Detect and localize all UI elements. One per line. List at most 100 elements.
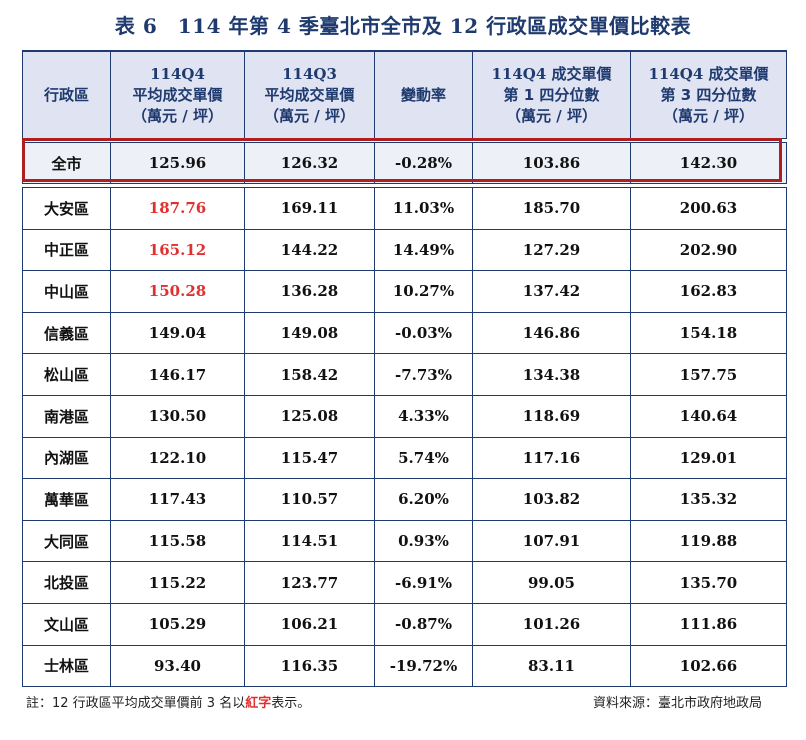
q1-quartile: 137.42 bbox=[472, 270, 631, 313]
change-rate: 0.93% bbox=[374, 519, 473, 563]
table-row: 南港區 130.50 125.08 4.33% 118.69 140.64 bbox=[22, 394, 787, 438]
district-name: 萬華區 bbox=[22, 478, 111, 521]
q4-avg-price: 165.12 bbox=[110, 228, 245, 272]
change-rate: -0.87% bbox=[374, 602, 473, 646]
table-row: 萬華區 117.43 110.57 6.20% 103.82 135.32 bbox=[22, 478, 787, 521]
q1-quartile: 83.11 bbox=[472, 644, 631, 688]
q3-avg-price: 106.21 bbox=[244, 602, 375, 646]
q1-quartile: 107.91 bbox=[472, 519, 631, 563]
q1-quartile: 146.86 bbox=[472, 311, 631, 355]
header-change-rate: 變動率 bbox=[374, 50, 473, 139]
district-name: 大安區 bbox=[22, 187, 111, 230]
footnote-emphasis: 紅字 bbox=[245, 696, 272, 711]
q3-quartile: 157.75 bbox=[630, 353, 787, 396]
district-name: 全市 bbox=[22, 142, 111, 184]
table-row: 信義區 149.04 149.08 -0.03% 146.86 154.18 bbox=[22, 311, 787, 355]
q3-avg-price: 123.77 bbox=[244, 561, 375, 604]
district-name: 南港區 bbox=[22, 394, 111, 438]
q3-avg-price: 169.11 bbox=[244, 187, 375, 230]
q4-avg-price: 117.43 bbox=[110, 478, 245, 521]
q1-quartile: 103.86 bbox=[472, 142, 631, 184]
table-title: 表 6 114 年第 4 季臺北市全市及 12 行政區成交單價比較表 bbox=[114, 14, 692, 38]
q3-quartile: 135.32 bbox=[630, 478, 787, 521]
district-name: 北投區 bbox=[22, 561, 111, 604]
table-row: 中正區 165.12 144.22 14.49% 127.29 202.90 bbox=[22, 228, 787, 272]
q3-quartile: 111.86 bbox=[630, 602, 787, 646]
q3-avg-price: 115.47 bbox=[244, 436, 375, 480]
q4-avg-price: 146.17 bbox=[110, 353, 245, 396]
q4-avg-price: 122.10 bbox=[110, 436, 245, 480]
header-district: 行政區 bbox=[22, 50, 111, 139]
q4-avg-price: 149.04 bbox=[110, 311, 245, 355]
q3-quartile: 142.30 bbox=[630, 142, 787, 184]
q3-avg-price: 158.42 bbox=[244, 353, 375, 396]
q3-quartile: 140.64 bbox=[630, 394, 787, 438]
q4-avg-price: 93.40 bbox=[110, 644, 245, 688]
q4-avg-price: 115.22 bbox=[110, 561, 245, 604]
q1-quartile: 99.05 bbox=[472, 561, 631, 604]
q4-avg-price: 115.58 bbox=[110, 519, 245, 563]
price-comparison-table: 行政區 114Q4 平均成交單價 （萬元 / 坪） 114Q3 平均成交單價 （… bbox=[22, 50, 787, 688]
q3-avg-price: 114.51 bbox=[244, 519, 375, 563]
table-row: 內湖區 122.10 115.47 5.74% 117.16 129.01 bbox=[22, 436, 787, 480]
change-rate: 11.03% bbox=[374, 187, 473, 230]
q4-avg-price: 187.76 bbox=[110, 187, 245, 230]
change-rate: -7.73% bbox=[374, 353, 473, 396]
q3-avg-price: 110.57 bbox=[244, 478, 375, 521]
district-name: 文山區 bbox=[22, 602, 111, 646]
table-row: 大安區 187.76 169.11 11.03% 185.70 200.63 bbox=[22, 187, 787, 230]
table-row: 松山區 146.17 158.42 -7.73% 134.38 157.75 bbox=[22, 353, 787, 396]
district-name: 松山區 bbox=[22, 353, 111, 396]
header-q1-quartile: 114Q4 成交單價 第 1 四分位數 （萬元 / 坪） bbox=[472, 50, 631, 139]
change-rate: 14.49% bbox=[374, 228, 473, 272]
district-name: 大同區 bbox=[22, 519, 111, 563]
change-rate: -6.91% bbox=[374, 561, 473, 604]
q3-quartile: 200.63 bbox=[630, 187, 787, 230]
q3-quartile: 102.66 bbox=[630, 644, 787, 688]
header-q3-avg: 114Q3 平均成交單價 （萬元 / 坪） bbox=[244, 50, 375, 139]
whole-city-row: 全市 125.96 126.32 -0.28% 103.86 142.30 bbox=[22, 142, 787, 184]
q3-avg-price: 116.35 bbox=[244, 644, 375, 688]
q1-quartile: 101.26 bbox=[472, 602, 631, 646]
q3-avg-price: 144.22 bbox=[244, 228, 375, 272]
change-rate: 6.20% bbox=[374, 478, 473, 521]
change-rate: -0.28% bbox=[374, 142, 473, 184]
q3-avg-price: 136.28 bbox=[244, 270, 375, 313]
table-row: 大同區 115.58 114.51 0.93% 107.91 119.88 bbox=[22, 519, 787, 563]
district-name: 內湖區 bbox=[22, 436, 111, 480]
q1-quartile: 134.38 bbox=[472, 353, 631, 396]
q3-avg-price: 125.08 bbox=[244, 394, 375, 438]
district-name: 中山區 bbox=[22, 270, 111, 313]
q3-quartile: 162.83 bbox=[630, 270, 787, 313]
q1-quartile: 127.29 bbox=[472, 228, 631, 272]
table-row: 文山區 105.29 106.21 -0.87% 101.26 111.86 bbox=[22, 602, 787, 646]
q4-avg-price: 105.29 bbox=[110, 602, 245, 646]
q4-avg-price: 130.50 bbox=[110, 394, 245, 438]
table-row: 士林區 93.40 116.35 -19.72% 83.11 102.66 bbox=[22, 644, 787, 688]
table-row: 北投區 115.22 123.77 -6.91% 99.05 135.70 bbox=[22, 561, 787, 604]
q3-quartile: 119.88 bbox=[630, 519, 787, 563]
q4-avg-price: 150.28 bbox=[110, 270, 245, 313]
district-name: 信義區 bbox=[22, 311, 111, 355]
change-rate: -19.72% bbox=[374, 644, 473, 688]
data-source: 資料來源：臺北市政府地政局 bbox=[592, 696, 762, 711]
change-rate: 4.33% bbox=[374, 394, 473, 438]
q3-quartile: 129.01 bbox=[630, 436, 787, 480]
q1-quartile: 103.82 bbox=[472, 478, 631, 521]
q1-quartile: 185.70 bbox=[472, 187, 631, 230]
district-name: 士林區 bbox=[22, 644, 111, 688]
footnote: 註：12 行政區平均成交單價前 3 名以紅字表示。 bbox=[26, 696, 311, 711]
header-row: 行政區 114Q4 平均成交單價 （萬元 / 坪） 114Q3 平均成交單價 （… bbox=[22, 50, 787, 139]
q3-avg-price: 126.32 bbox=[244, 142, 375, 184]
q4-avg-price: 125.96 bbox=[110, 142, 245, 184]
q1-quartile: 118.69 bbox=[472, 394, 631, 438]
q3-avg-price: 149.08 bbox=[244, 311, 375, 355]
q1-quartile: 117.16 bbox=[472, 436, 631, 480]
table-row: 中山區 150.28 136.28 10.27% 137.42 162.83 bbox=[22, 270, 787, 313]
header-q4-avg: 114Q4 平均成交單價 （萬元 / 坪） bbox=[110, 50, 245, 139]
change-rate: 10.27% bbox=[374, 270, 473, 313]
change-rate: 5.74% bbox=[374, 436, 473, 480]
q3-quartile: 154.18 bbox=[630, 311, 787, 355]
change-rate: -0.03% bbox=[374, 311, 473, 355]
district-name: 中正區 bbox=[22, 228, 111, 272]
